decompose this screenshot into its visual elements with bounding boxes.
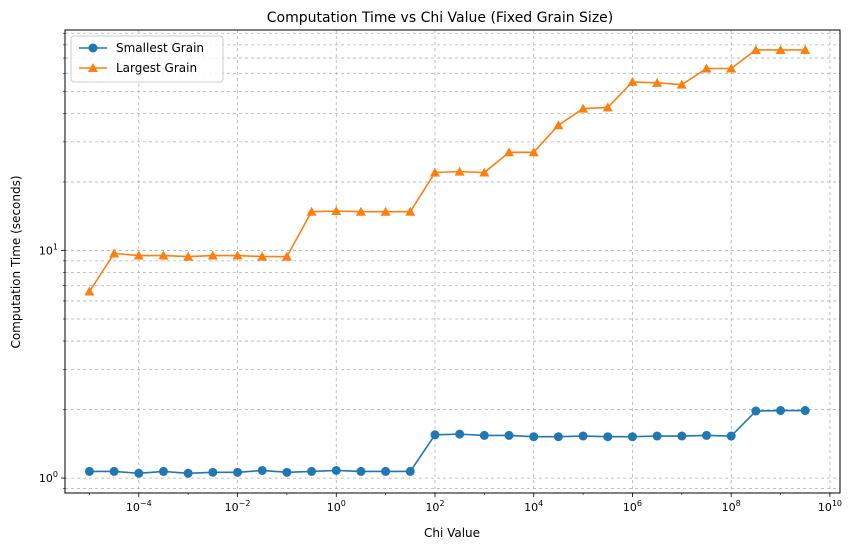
data-point <box>578 103 589 113</box>
data-point <box>380 206 391 216</box>
legend-marker <box>88 63 98 72</box>
data-point <box>627 432 637 442</box>
data-point <box>676 79 687 89</box>
data-point <box>405 206 416 216</box>
x-tick-label: 108 <box>722 499 741 514</box>
legend: Smallest Grain Largest Grain <box>70 35 224 83</box>
x-tick-label: 10−4 <box>126 499 152 514</box>
data-point <box>800 44 811 54</box>
y-tick-label: 101 <box>39 242 58 257</box>
data-point <box>800 406 810 416</box>
x-axis-label: Chi Value <box>424 526 480 540</box>
x-tick-label: 102 <box>425 499 444 514</box>
x-tick-label: 1010 <box>818 499 842 514</box>
data-point <box>84 466 94 476</box>
legend-label: Smallest Grain <box>116 41 204 55</box>
data-point <box>726 63 737 73</box>
data-point <box>133 250 144 260</box>
x-tick-label: 104 <box>524 499 543 514</box>
data-point <box>257 251 268 261</box>
data-point <box>726 431 736 441</box>
x-tick-label: 100 <box>327 499 346 514</box>
data-point <box>331 206 342 216</box>
data-point <box>134 468 144 478</box>
legend-marker <box>88 43 98 53</box>
data-point <box>627 76 638 86</box>
data-point <box>381 466 391 476</box>
data-point <box>652 431 662 441</box>
data-point <box>109 466 119 476</box>
data-point <box>528 147 539 157</box>
chart-title: Computation Time vs Chi Value (Fixed Gra… <box>267 10 614 26</box>
data-point <box>750 44 761 54</box>
data-point <box>702 430 712 440</box>
data-point <box>479 167 490 177</box>
grid <box>65 30 840 493</box>
data-point <box>183 251 194 261</box>
data-point <box>158 250 169 260</box>
legend-label: Largest Grain <box>116 61 197 75</box>
data-point <box>208 467 218 477</box>
data-point <box>553 120 564 130</box>
series-line <box>89 409 806 475</box>
data-point <box>455 429 465 439</box>
data-point <box>429 167 440 177</box>
data-point <box>183 468 193 478</box>
data-point <box>281 251 292 261</box>
data-point <box>430 430 440 440</box>
data-point <box>405 466 415 476</box>
x-tick-label: 106 <box>623 499 642 514</box>
y-tick-label: 100 <box>39 470 58 485</box>
data-point <box>232 250 243 260</box>
data-point <box>652 77 663 87</box>
data-point <box>257 465 267 475</box>
data-point <box>233 467 243 477</box>
data-point <box>207 250 218 260</box>
data-point <box>282 467 292 477</box>
data-point <box>454 166 465 176</box>
data-point <box>701 63 712 73</box>
data-point <box>355 206 366 216</box>
plot-series <box>84 44 811 478</box>
data-point <box>602 102 613 112</box>
data-point <box>775 44 786 54</box>
data-point <box>751 406 761 416</box>
data-point <box>529 432 539 442</box>
axis-ticks: 10−4 10−2 100 102 104 106 108 1010 100 101 <box>39 32 842 514</box>
data-point <box>356 466 366 476</box>
data-point <box>331 465 341 475</box>
data-point <box>307 466 317 476</box>
data-point <box>553 432 563 442</box>
data-point <box>677 431 687 441</box>
x-tick-label: 10−2 <box>225 499 251 514</box>
data-point <box>479 430 489 440</box>
plot-frame <box>64 29 841 494</box>
data-point <box>158 466 168 476</box>
data-point <box>306 206 317 216</box>
data-point <box>578 431 588 441</box>
data-point <box>603 432 613 442</box>
data-point <box>776 406 786 416</box>
data-point <box>504 430 514 440</box>
data-point <box>84 286 95 296</box>
data-point <box>504 147 515 157</box>
y-axis-label: Computation Time (seconds) <box>9 175 23 348</box>
data-point <box>109 248 120 258</box>
series-line <box>88 49 806 292</box>
legend-frame <box>70 35 224 83</box>
